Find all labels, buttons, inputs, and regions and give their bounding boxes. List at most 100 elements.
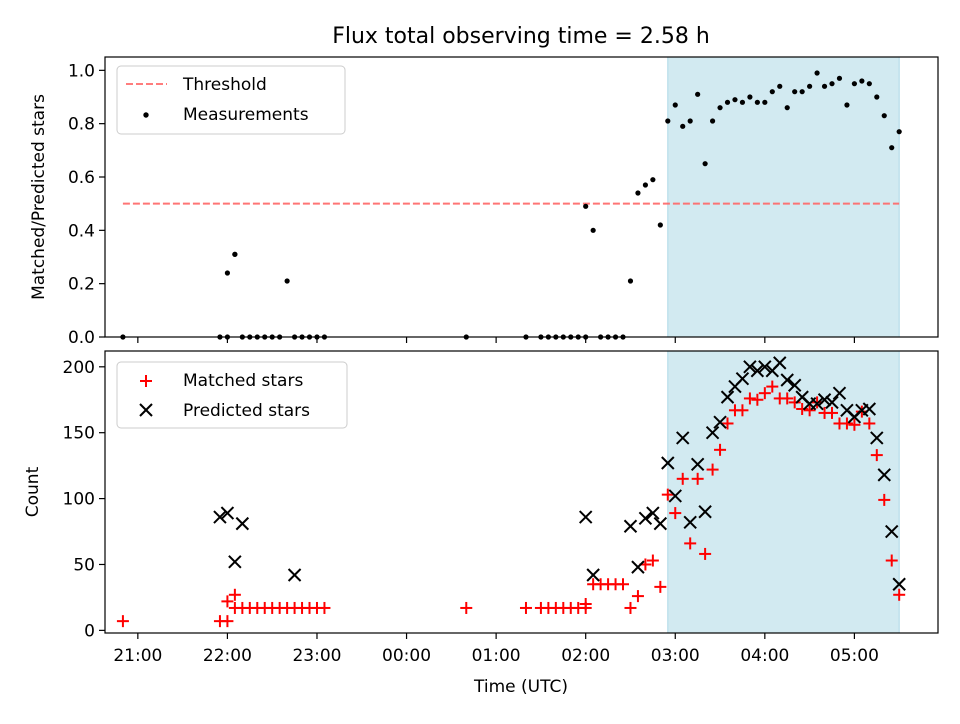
- y-tick-label: 0.6: [68, 168, 95, 188]
- bottom-legend-box: [116, 361, 348, 429]
- matched-star-point: [228, 588, 241, 601]
- bottom-y-axis-label: Count: [23, 466, 43, 517]
- measurement-point: [866, 81, 872, 87]
- matched-star-point: [893, 588, 906, 601]
- matched-star-point: [840, 417, 853, 430]
- predicted-star-point: [287, 568, 302, 582]
- predicted-star-point: [235, 516, 250, 531]
- y-tick-label: 0.0: [68, 328, 95, 348]
- matched-star-point: [788, 396, 801, 409]
- predicted-star-point: [862, 402, 877, 416]
- x-tick-label: 00:00: [382, 646, 431, 666]
- x-tick-label: 02:00: [561, 646, 610, 666]
- predicted-star-point: [638, 511, 653, 526]
- predicted-star-point: [743, 360, 757, 374]
- measurement-point: [799, 89, 805, 95]
- legend-threshold-label: Threshold: [182, 75, 267, 95]
- predicted-star-point: [705, 425, 720, 440]
- measurement-point: [792, 89, 798, 95]
- measurement-point: [859, 78, 865, 84]
- matched-star-point: [617, 578, 630, 591]
- predicted-star-point: [720, 390, 735, 404]
- matched-star-point: [676, 472, 689, 485]
- predicted-star-point: [683, 515, 697, 530]
- bottom-panel: 0 50 100 150 200 21:00 22:00 23:00 00:00 01:00 02…: [23, 350, 939, 697]
- matched-star-point: [736, 404, 749, 417]
- predicted-star-point: [885, 524, 899, 539]
- observing-window-shade-bottom: [667, 350, 900, 634]
- y-tick-label: 150: [63, 424, 95, 444]
- measurement-point: [657, 222, 663, 228]
- measurement-point: [874, 94, 880, 100]
- measurement-point: [724, 99, 731, 105]
- x-tick-label: 04:00: [740, 646, 789, 666]
- predicted-star-point: [676, 431, 690, 445]
- top-panel-y-ticks: 0.0 0.2 0.4 0.6 0.8 1.0: [68, 61, 105, 348]
- predicted-star-point: [213, 510, 227, 524]
- predicted-star-point: [690, 457, 705, 472]
- x-tick-label: 22:00: [203, 646, 252, 666]
- matched-star-point: [318, 601, 331, 614]
- matched-star-point: [714, 443, 727, 456]
- matched-star-point: [706, 463, 719, 476]
- predicted-star-point: [661, 456, 675, 470]
- x-axis-label: Time (UTC): [473, 677, 568, 697]
- legend-matched-swatch: [140, 375, 152, 387]
- predicted-star-point: [578, 510, 593, 524]
- measurement-point: [747, 94, 753, 100]
- y-tick-label: 1.0: [68, 61, 95, 81]
- measurement-point: [881, 113, 887, 119]
- matched-star-point: [751, 393, 764, 406]
- matched-star-point: [631, 590, 644, 603]
- predicted-star-point: [892, 577, 906, 591]
- predicted-star-point: [646, 506, 660, 520]
- matched-star-point: [781, 392, 794, 405]
- top-panel: 0.0 0.2 0.4 0.6 0.8 1.0 Matched/Predicted sta…: [29, 56, 939, 348]
- predicted-star-point: [780, 373, 794, 387]
- top-panel-x-ticks: [137, 337, 856, 343]
- bottom-panel-x-ticks: 21:00 22:00 23:00 00:00 01:00 02:00 03:00 04:00…: [113, 633, 879, 666]
- predicted-star-point: [810, 397, 824, 411]
- y-tick-label: 0.4: [68, 221, 95, 241]
- measurement-point: [762, 99, 768, 105]
- predicted-star-point: [668, 489, 682, 503]
- y-tick-label: 200: [63, 358, 95, 378]
- matched-star-point: [684, 537, 697, 550]
- measurement-point: [702, 161, 708, 167]
- predicted-star-point: [623, 519, 638, 533]
- measurement-point: [672, 102, 678, 108]
- matched-star-point: [758, 387, 771, 400]
- matched-star-point: [878, 493, 891, 506]
- measurement-point: [829, 81, 835, 87]
- matched-star-point: [221, 595, 234, 608]
- bottom-panel-frame: [104, 350, 939, 634]
- matched-star-point: [803, 404, 816, 417]
- measurement-point: [844, 102, 850, 108]
- measurement-point: [807, 83, 813, 89]
- measurement-point: [739, 99, 746, 105]
- bottom-panel-y-ticks: 0 50 100 150 200: [63, 358, 105, 641]
- measurement-point: [754, 99, 760, 105]
- predicted-star-point: [631, 560, 645, 574]
- measurement-point: [784, 105, 790, 111]
- predicted-star-point: [825, 395, 839, 410]
- matched-star-point: [624, 601, 637, 614]
- measurement-point: [695, 91, 701, 97]
- matched-star-point: [766, 380, 779, 393]
- measurement-point: [635, 190, 641, 196]
- y-tick-label: 50: [73, 555, 95, 575]
- predicted-star-point: [870, 431, 884, 445]
- x-tick-label: 05:00: [830, 646, 879, 666]
- predicted-star-point: [228, 555, 242, 569]
- matched-star-point: [519, 601, 532, 614]
- measurement-point: [627, 278, 634, 284]
- y-tick-label: 0.8: [68, 115, 95, 135]
- measurement-point: [889, 145, 895, 151]
- measurement-point: [709, 118, 716, 124]
- measurement-point: [665, 118, 671, 124]
- matched-star-point: [848, 418, 861, 431]
- predicted-star-point: [877, 468, 891, 482]
- top-legend: Threshold Measurements: [116, 65, 346, 135]
- measurement-point: [650, 177, 656, 183]
- matched-star-point: [221, 615, 234, 628]
